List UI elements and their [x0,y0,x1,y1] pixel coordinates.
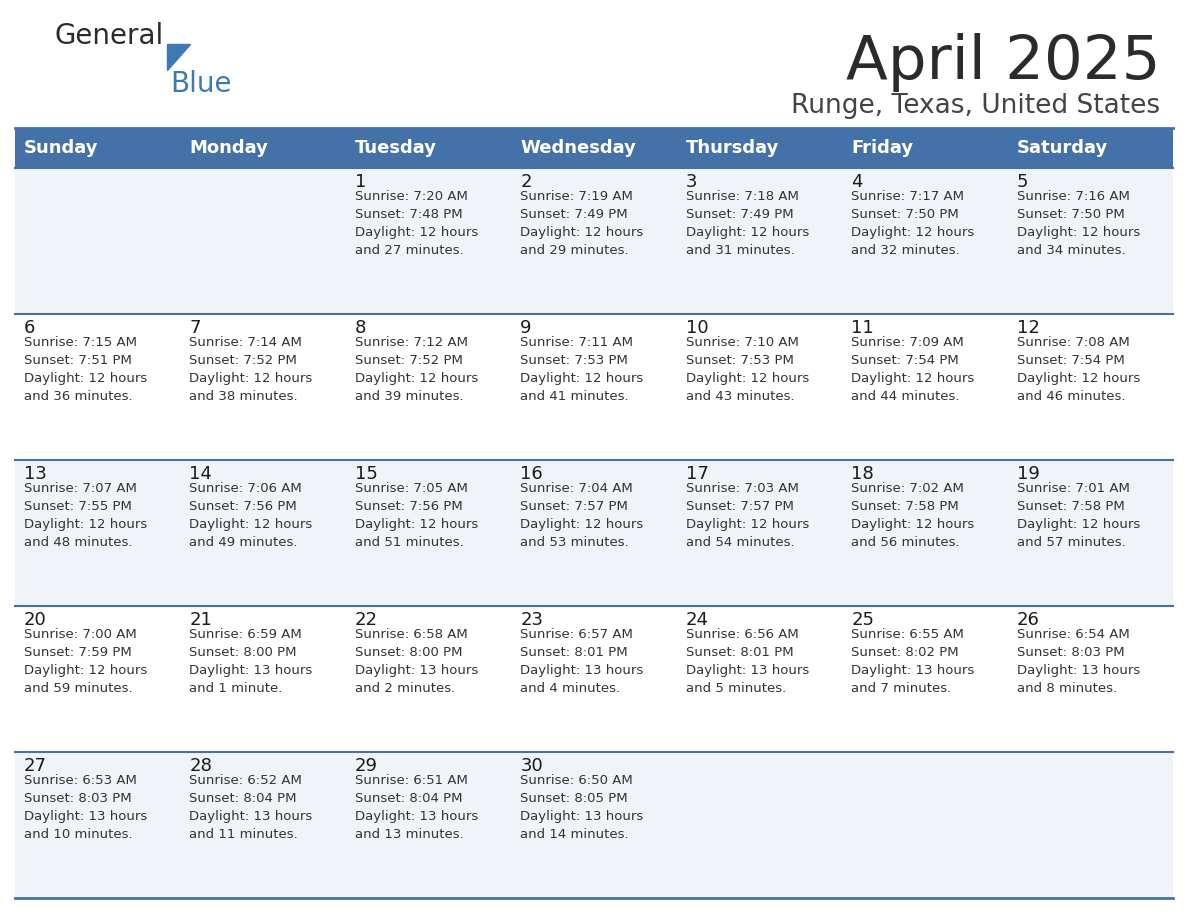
Text: Sunrise: 7:06 AM
Sunset: 7:56 PM
Daylight: 12 hours
and 49 minutes.: Sunrise: 7:06 AM Sunset: 7:56 PM Dayligh… [189,482,312,549]
Text: Sunrise: 6:53 AM
Sunset: 8:03 PM
Daylight: 13 hours
and 10 minutes.: Sunrise: 6:53 AM Sunset: 8:03 PM Dayligh… [24,774,147,841]
Text: Sunrise: 7:01 AM
Sunset: 7:58 PM
Daylight: 12 hours
and 57 minutes.: Sunrise: 7:01 AM Sunset: 7:58 PM Dayligh… [1017,482,1139,549]
Text: 7: 7 [189,319,201,337]
Text: 22: 22 [355,611,378,629]
Text: 21: 21 [189,611,213,629]
Text: 6: 6 [24,319,36,337]
Text: Saturday: Saturday [1017,139,1108,157]
Text: Thursday: Thursday [685,139,779,157]
Text: Sunrise: 6:54 AM
Sunset: 8:03 PM
Daylight: 13 hours
and 8 minutes.: Sunrise: 6:54 AM Sunset: 8:03 PM Dayligh… [1017,628,1139,695]
Bar [15,168,1173,314]
Text: 28: 28 [189,757,213,775]
Text: 29: 29 [355,757,378,775]
Text: Runge, Texas, United States: Runge, Texas, United States [791,93,1159,119]
Text: 3: 3 [685,173,697,191]
Text: Sunrise: 7:00 AM
Sunset: 7:59 PM
Daylight: 12 hours
and 59 minutes.: Sunrise: 7:00 AM Sunset: 7:59 PM Dayligh… [24,628,147,695]
Text: Sunrise: 6:58 AM
Sunset: 8:00 PM
Daylight: 13 hours
and 2 minutes.: Sunrise: 6:58 AM Sunset: 8:00 PM Dayligh… [355,628,478,695]
Text: 11: 11 [851,319,874,337]
Text: Sunrise: 7:14 AM
Sunset: 7:52 PM
Daylight: 12 hours
and 38 minutes.: Sunrise: 7:14 AM Sunset: 7:52 PM Dayligh… [189,336,312,403]
Text: 2: 2 [520,173,532,191]
Text: 17: 17 [685,465,708,483]
Text: Sunrise: 7:09 AM
Sunset: 7:54 PM
Daylight: 12 hours
and 44 minutes.: Sunrise: 7:09 AM Sunset: 7:54 PM Dayligh… [851,336,974,403]
Text: Sunrise: 7:20 AM
Sunset: 7:48 PM
Daylight: 12 hours
and 27 minutes.: Sunrise: 7:20 AM Sunset: 7:48 PM Dayligh… [355,190,478,257]
Text: 16: 16 [520,465,543,483]
Bar [15,606,1173,752]
Text: 23: 23 [520,611,543,629]
Text: Friday: Friday [851,139,914,157]
Text: Sunrise: 7:15 AM
Sunset: 7:51 PM
Daylight: 12 hours
and 36 minutes.: Sunrise: 7:15 AM Sunset: 7:51 PM Dayligh… [24,336,147,403]
Text: General: General [55,22,164,50]
Text: 5: 5 [1017,173,1028,191]
Text: Wednesday: Wednesday [520,139,636,157]
Text: 20: 20 [24,611,46,629]
Text: Sunrise: 6:59 AM
Sunset: 8:00 PM
Daylight: 13 hours
and 1 minute.: Sunrise: 6:59 AM Sunset: 8:00 PM Dayligh… [189,628,312,695]
Text: Sunrise: 7:05 AM
Sunset: 7:56 PM
Daylight: 12 hours
and 51 minutes.: Sunrise: 7:05 AM Sunset: 7:56 PM Dayligh… [355,482,478,549]
Text: Sunrise: 6:50 AM
Sunset: 8:05 PM
Daylight: 13 hours
and 14 minutes.: Sunrise: 6:50 AM Sunset: 8:05 PM Dayligh… [520,774,644,841]
Text: 26: 26 [1017,611,1040,629]
Text: Sunrise: 7:16 AM
Sunset: 7:50 PM
Daylight: 12 hours
and 34 minutes.: Sunrise: 7:16 AM Sunset: 7:50 PM Dayligh… [1017,190,1139,257]
Text: 30: 30 [520,757,543,775]
Text: Sunrise: 6:57 AM
Sunset: 8:01 PM
Daylight: 13 hours
and 4 minutes.: Sunrise: 6:57 AM Sunset: 8:01 PM Dayligh… [520,628,644,695]
Text: Sunrise: 7:04 AM
Sunset: 7:57 PM
Daylight: 12 hours
and 53 minutes.: Sunrise: 7:04 AM Sunset: 7:57 PM Dayligh… [520,482,644,549]
Text: Sunday: Sunday [24,139,99,157]
Text: 27: 27 [24,757,48,775]
Text: Sunrise: 7:07 AM
Sunset: 7:55 PM
Daylight: 12 hours
and 48 minutes.: Sunrise: 7:07 AM Sunset: 7:55 PM Dayligh… [24,482,147,549]
Text: Sunrise: 7:11 AM
Sunset: 7:53 PM
Daylight: 12 hours
and 41 minutes.: Sunrise: 7:11 AM Sunset: 7:53 PM Dayligh… [520,336,644,403]
Bar [15,314,1173,460]
Text: Sunrise: 7:18 AM
Sunset: 7:49 PM
Daylight: 12 hours
and 31 minutes.: Sunrise: 7:18 AM Sunset: 7:49 PM Dayligh… [685,190,809,257]
Text: 25: 25 [851,611,874,629]
Text: Tuesday: Tuesday [355,139,437,157]
Text: Sunrise: 7:02 AM
Sunset: 7:58 PM
Daylight: 12 hours
and 56 minutes.: Sunrise: 7:02 AM Sunset: 7:58 PM Dayligh… [851,482,974,549]
Text: Sunrise: 7:19 AM
Sunset: 7:49 PM
Daylight: 12 hours
and 29 minutes.: Sunrise: 7:19 AM Sunset: 7:49 PM Dayligh… [520,190,644,257]
Text: 10: 10 [685,319,708,337]
Text: Sunrise: 7:08 AM
Sunset: 7:54 PM
Daylight: 12 hours
and 46 minutes.: Sunrise: 7:08 AM Sunset: 7:54 PM Dayligh… [1017,336,1139,403]
Text: Sunrise: 6:56 AM
Sunset: 8:01 PM
Daylight: 13 hours
and 5 minutes.: Sunrise: 6:56 AM Sunset: 8:01 PM Dayligh… [685,628,809,695]
Text: Sunrise: 6:51 AM
Sunset: 8:04 PM
Daylight: 13 hours
and 13 minutes.: Sunrise: 6:51 AM Sunset: 8:04 PM Dayligh… [355,774,478,841]
Text: Sunrise: 7:17 AM
Sunset: 7:50 PM
Daylight: 12 hours
and 32 minutes.: Sunrise: 7:17 AM Sunset: 7:50 PM Dayligh… [851,190,974,257]
Bar [15,128,1173,168]
Text: 13: 13 [24,465,46,483]
Text: 1: 1 [355,173,366,191]
Bar [15,752,1173,898]
Text: 19: 19 [1017,465,1040,483]
Text: 14: 14 [189,465,213,483]
Text: Monday: Monday [189,139,268,157]
Polygon shape [168,44,190,70]
Text: Blue: Blue [170,70,232,98]
Text: April 2025: April 2025 [846,33,1159,93]
Text: 18: 18 [851,465,874,483]
Text: 4: 4 [851,173,862,191]
Text: 8: 8 [355,319,366,337]
Text: 15: 15 [355,465,378,483]
Text: Sunrise: 7:03 AM
Sunset: 7:57 PM
Daylight: 12 hours
and 54 minutes.: Sunrise: 7:03 AM Sunset: 7:57 PM Dayligh… [685,482,809,549]
Text: Sunrise: 6:52 AM
Sunset: 8:04 PM
Daylight: 13 hours
and 11 minutes.: Sunrise: 6:52 AM Sunset: 8:04 PM Dayligh… [189,774,312,841]
Text: Sunrise: 7:10 AM
Sunset: 7:53 PM
Daylight: 12 hours
and 43 minutes.: Sunrise: 7:10 AM Sunset: 7:53 PM Dayligh… [685,336,809,403]
Text: Sunrise: 6:55 AM
Sunset: 8:02 PM
Daylight: 13 hours
and 7 minutes.: Sunrise: 6:55 AM Sunset: 8:02 PM Dayligh… [851,628,974,695]
Text: Sunrise: 7:12 AM
Sunset: 7:52 PM
Daylight: 12 hours
and 39 minutes.: Sunrise: 7:12 AM Sunset: 7:52 PM Dayligh… [355,336,478,403]
Text: 9: 9 [520,319,532,337]
Bar [15,460,1173,606]
Text: 24: 24 [685,611,709,629]
Text: 12: 12 [1017,319,1040,337]
